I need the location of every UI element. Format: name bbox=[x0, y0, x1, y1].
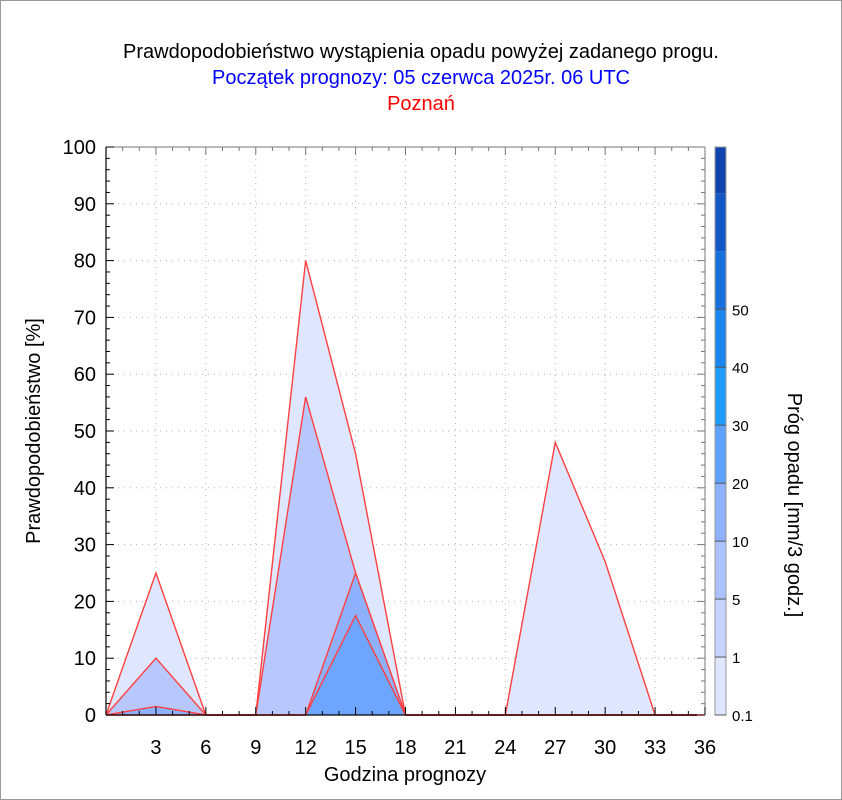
y-tick-label: 10 bbox=[74, 648, 96, 670]
x-tick-label: 18 bbox=[394, 737, 416, 759]
x-tick-label: 3 bbox=[150, 737, 161, 759]
colorbar-segment bbox=[715, 425, 726, 484]
colorbar-tick-label: 5 bbox=[732, 592, 740, 609]
colorbar-tick-label: 40 bbox=[732, 360, 749, 377]
colorbar-tick-label: 1 bbox=[732, 650, 740, 667]
x-tick-label: 15 bbox=[344, 737, 366, 759]
x-tick-label: 30 bbox=[594, 737, 616, 759]
chart-title: Prawdopodobieństwo wystąpienia opadu pow… bbox=[123, 41, 719, 63]
area-series-0.1 bbox=[106, 260, 705, 715]
y-tick-label: 90 bbox=[74, 194, 96, 216]
x-axis-label: Godzina prognozy bbox=[324, 764, 486, 786]
colorbar-segment bbox=[715, 193, 726, 252]
colorbar-tick-label: 0.1 bbox=[732, 708, 753, 725]
x-tick-label: 27 bbox=[544, 737, 566, 759]
x-tick-label: 21 bbox=[444, 737, 466, 759]
x-tick-label: 9 bbox=[250, 737, 261, 759]
colorbar-segment bbox=[715, 147, 726, 194]
colorbar: 0.1 1 5 10 20 30 40 50 bbox=[714, 146, 753, 725]
chart-location: Poznań bbox=[387, 93, 455, 115]
y-tick-label: 80 bbox=[74, 251, 96, 273]
y-tick-label: 20 bbox=[74, 591, 96, 613]
y-axis-label: Prawdopodobieństwo [%] bbox=[23, 318, 45, 544]
colorbar-segment bbox=[715, 367, 726, 426]
x-tick-label: 24 bbox=[494, 737, 516, 759]
colorbar-tick-label: 10 bbox=[732, 534, 749, 551]
chart-subtitle: Początek prognozy: 05 czerwca 2025r. 06 … bbox=[212, 67, 630, 89]
axis-layer: 3 6 9 12 15 18 21 24 27 30 33 360102030405060708090… bbox=[63, 137, 717, 759]
x-tick-label: 12 bbox=[295, 737, 317, 759]
y-tick-label: 30 bbox=[74, 535, 96, 557]
x-tick-label: 6 bbox=[200, 737, 211, 759]
y-tick-label: 60 bbox=[74, 364, 96, 386]
y-tick-label: 0 bbox=[85, 705, 96, 727]
x-tick-label: 36 bbox=[694, 737, 716, 759]
area-series-1 bbox=[106, 396, 705, 715]
y-tick-label: 50 bbox=[74, 421, 96, 443]
colorbar-segment bbox=[715, 251, 726, 310]
x-tick-label: 33 bbox=[644, 737, 666, 759]
colorbar-segment bbox=[715, 657, 726, 715]
colorbar-segment bbox=[715, 483, 726, 542]
y-tick-label: 40 bbox=[74, 478, 96, 500]
colorbar-segment bbox=[715, 541, 726, 600]
colorbar-tick-label: 30 bbox=[732, 418, 749, 435]
colorbar-label: Próg opadu [mm/3 godz.] bbox=[783, 393, 805, 618]
colorbar-segment bbox=[715, 599, 726, 658]
y-tick-label: 100 bbox=[63, 137, 96, 159]
colorbar-tick-label: 20 bbox=[732, 476, 749, 493]
area-layer bbox=[105, 260, 705, 716]
colorbar-segment bbox=[715, 309, 726, 368]
y-tick-label: 70 bbox=[74, 307, 96, 329]
colorbar-tick-label: 50 bbox=[732, 302, 749, 319]
